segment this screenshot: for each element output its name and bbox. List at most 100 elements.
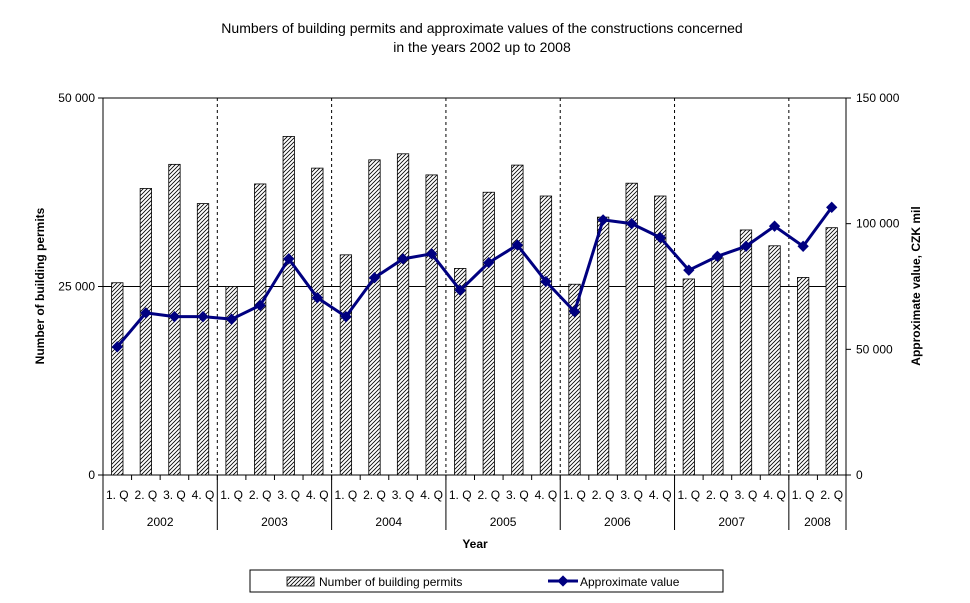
x-axis-label: Year bbox=[462, 537, 488, 551]
marker-approximate-value bbox=[826, 201, 838, 213]
x-tick-label: 2. Q bbox=[820, 488, 843, 502]
right-axis-label: Approximate value, CZK mil bbox=[909, 206, 923, 365]
marker-approximate-value bbox=[254, 299, 266, 312]
marker-approximate-value bbox=[397, 253, 409, 265]
bar-permits bbox=[396, 153, 410, 476]
marker-approximate-value bbox=[340, 311, 352, 323]
x-tick-label: 3. Q bbox=[506, 488, 529, 502]
marker-approximate-value bbox=[540, 275, 552, 288]
left-axis-label: Number of building permits bbox=[33, 207, 47, 364]
x-tick-label: 3. Q bbox=[163, 488, 186, 502]
bar-permits bbox=[111, 282, 124, 476]
line-approximate-value bbox=[116, 206, 833, 348]
bar-permits bbox=[825, 227, 838, 476]
year-label-2007: 2007 bbox=[718, 515, 745, 529]
y-right-tick-label: 0 bbox=[856, 468, 863, 482]
marker-approximate-value bbox=[483, 256, 495, 269]
bar-permits bbox=[797, 277, 810, 476]
bar-permits bbox=[739, 229, 753, 476]
bar-permits bbox=[282, 136, 295, 476]
y-right-tick-label: 150 000 bbox=[856, 91, 900, 105]
bar-permits bbox=[139, 188, 152, 476]
marker-approximate-value bbox=[626, 218, 638, 230]
x-tick-label: 4. Q bbox=[535, 488, 558, 502]
x-tick-label: 1. Q bbox=[335, 488, 358, 502]
bar-permits bbox=[596, 216, 610, 476]
bar-permits bbox=[368, 159, 381, 476]
marker-approximate-value bbox=[683, 264, 695, 276]
y-left-tick-label: 25 000 bbox=[58, 280, 95, 294]
marker-approximate-value bbox=[711, 250, 724, 262]
marker-approximate-value bbox=[654, 231, 666, 244]
bar-permits bbox=[225, 286, 238, 476]
x-tick-label: 4. Q bbox=[763, 488, 786, 502]
legend-line-marker bbox=[557, 575, 569, 587]
bar-permits bbox=[539, 195, 553, 476]
bar-permits bbox=[425, 174, 438, 476]
x-tick-label: 3. Q bbox=[277, 488, 300, 502]
marker-approximate-value bbox=[740, 240, 752, 252]
x-tick-label: 2. Q bbox=[135, 488, 158, 502]
x-tick-label: 3. Q bbox=[392, 488, 415, 502]
x-tick-label: 1. Q bbox=[677, 488, 700, 502]
marker-approximate-value bbox=[197, 311, 209, 323]
x-tick-label: 1. Q bbox=[106, 488, 129, 502]
x-tick-label: 2. Q bbox=[249, 488, 272, 502]
x-tick-label: 3. Q bbox=[735, 488, 758, 502]
year-label-2006: 2006 bbox=[604, 515, 631, 529]
legend-box bbox=[249, 569, 724, 593]
year-label-2005: 2005 bbox=[490, 515, 517, 529]
x-tick-label: 2. Q bbox=[592, 488, 615, 502]
bar-permits bbox=[311, 167, 324, 476]
marker-approximate-value bbox=[140, 307, 152, 319]
x-tick-label: 1. Q bbox=[220, 488, 243, 502]
bar-permits bbox=[454, 268, 467, 476]
marker-approximate-value bbox=[225, 313, 238, 325]
y-right-tick-label: 100 000 bbox=[856, 217, 900, 231]
marker-approximate-value bbox=[168, 311, 181, 323]
legend: Number of building permits Approximate v… bbox=[249, 569, 724, 593]
marker-approximate-value bbox=[425, 248, 438, 260]
legend-bar-swatch bbox=[286, 576, 315, 587]
y-left-tick-label: 0 bbox=[88, 468, 95, 482]
x-tick-label: 2. Q bbox=[363, 488, 386, 502]
x-tick-label: 1. Q bbox=[792, 488, 815, 502]
marker-approximate-value bbox=[511, 239, 524, 251]
bar-permits bbox=[482, 191, 495, 476]
legend-bar-label: Number of building permits bbox=[319, 575, 462, 589]
legend-line-label: Approximate value bbox=[580, 575, 680, 589]
year-label-2003: 2003 bbox=[261, 515, 288, 529]
bar-permits bbox=[768, 245, 781, 476]
y-left-tick-label: 50 000 bbox=[58, 91, 95, 105]
x-tick-label: 4. Q bbox=[306, 488, 329, 502]
marker-approximate-value bbox=[311, 292, 323, 304]
x-tick-label: 4. Q bbox=[192, 488, 215, 502]
year-label-2004: 2004 bbox=[375, 515, 402, 529]
marker-approximate-value bbox=[454, 284, 466, 296]
x-tick-label: 2. Q bbox=[477, 488, 500, 502]
bar-permits bbox=[682, 278, 695, 476]
marker-approximate-value bbox=[797, 240, 809, 252]
year-label-2002: 2002 bbox=[147, 515, 174, 529]
marker-approximate-value bbox=[768, 220, 781, 232]
x-tick-label: 4. Q bbox=[649, 488, 672, 502]
x-tick-label: 1. Q bbox=[449, 488, 472, 502]
y-right-tick-label: 50 000 bbox=[856, 342, 893, 356]
bar-permits bbox=[196, 203, 210, 476]
plot-area: 2002 2003 2004 2005 2006 2007 2008 1. Q 2. Q 3. Q… bbox=[58, 91, 900, 530]
x-tick-label: 2. Q bbox=[706, 488, 729, 502]
x-tick-label: 4. Q bbox=[420, 488, 443, 502]
bar-permits bbox=[339, 254, 353, 476]
bar-permits bbox=[625, 182, 638, 476]
year-label-2008: 2008 bbox=[804, 515, 831, 529]
x-tick-label: 3. Q bbox=[620, 488, 643, 502]
x-tick-label: 1. Q bbox=[563, 488, 586, 502]
bar-permits bbox=[654, 195, 667, 476]
marker-approximate-value bbox=[597, 214, 609, 226]
bar-permits bbox=[711, 257, 724, 476]
chart-title-line-1: Numbers of building permits and approxim… bbox=[221, 20, 742, 36]
bar-permits bbox=[254, 183, 267, 476]
marker-approximate-value bbox=[283, 253, 295, 265]
bar-permits bbox=[511, 164, 524, 476]
